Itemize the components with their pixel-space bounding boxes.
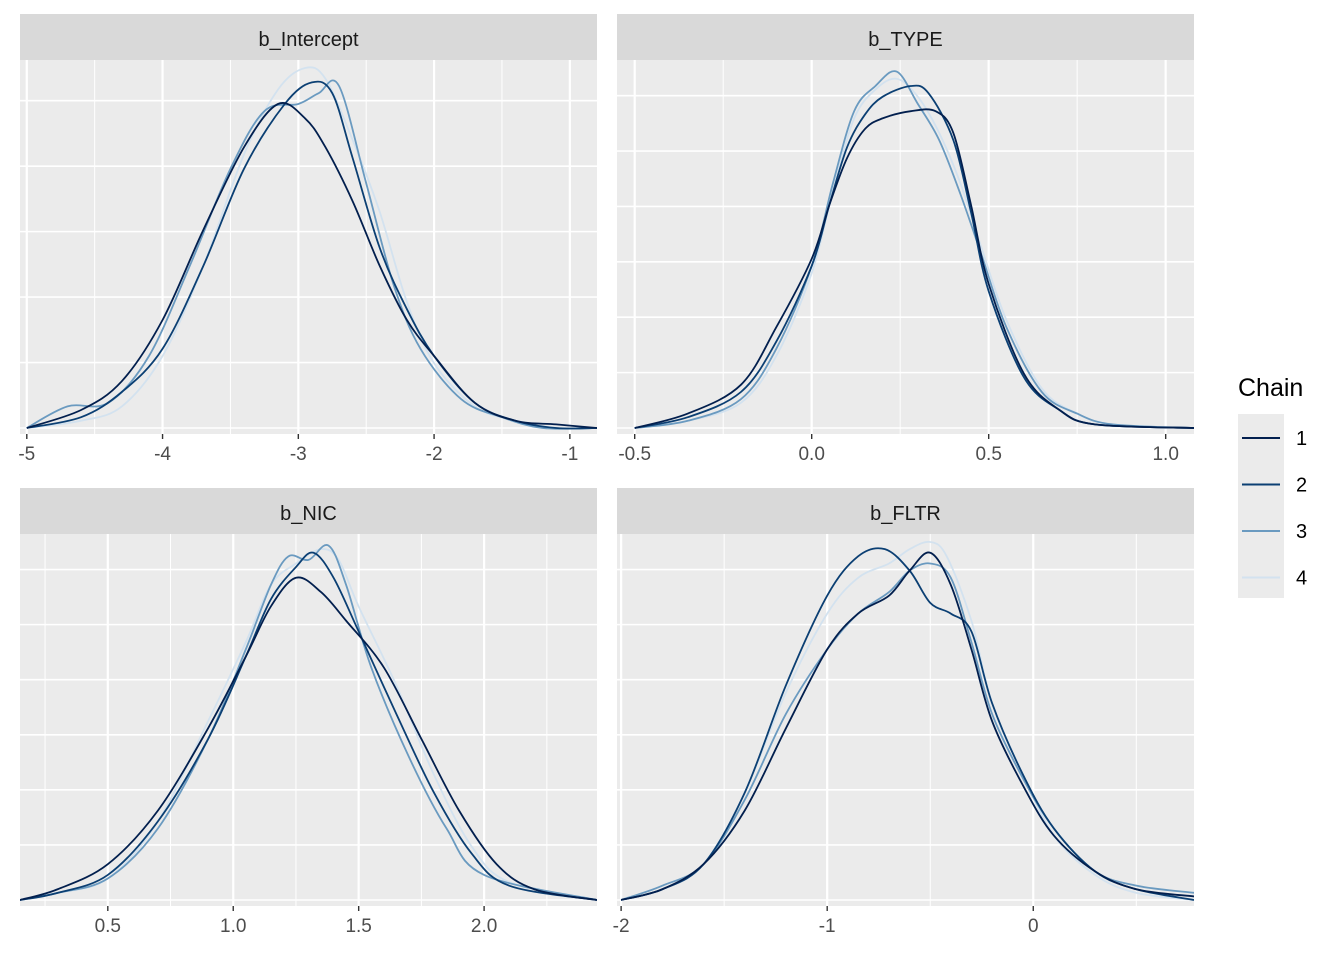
x-tick-label: 0.5: [975, 444, 1001, 465]
x-tick-label: 0.5: [95, 916, 121, 937]
facet-title: b_Intercept: [258, 29, 359, 51]
x-tick-label: -5: [18, 444, 35, 465]
x-tick-label: 1.5: [345, 916, 371, 937]
density-line-chain-1: [634, 108, 1194, 429]
plot-panel: [20, 60, 597, 434]
panel-b_TYPE: b_TYPE -0.5 0.0 0.5 1.0: [617, 14, 1194, 465]
x-tick-label: 2.0: [471, 916, 497, 937]
x-tick-label: 0: [1028, 916, 1039, 937]
legend-label-chain-4: 4: [1296, 568, 1307, 590]
plot-panel: [617, 534, 1194, 906]
density-line-chain-4: [26, 66, 597, 430]
x-tick-label: 1.0: [220, 916, 246, 937]
x-tick-label: -3: [290, 444, 307, 465]
facet-strip: [20, 14, 597, 60]
x-tick-label: -1: [819, 916, 836, 937]
facet-title: b_TYPE: [868, 29, 942, 51]
panel-b_NIC: b_NIC 0.5 1.0 1.5 2.0: [20, 488, 597, 937]
density-line-chain-2: [634, 84, 1194, 429]
density-line-chain-1: [26, 102, 597, 429]
x-tick-label: -4: [154, 444, 171, 465]
x-tick-label: -0.5: [618, 444, 651, 465]
x-tick-label: -2: [426, 444, 443, 465]
panels: b_Intercept -5 -4 -3 -2 -1 b_TYPE -0.5 0.0 0.5 1.0…: [18, 14, 1194, 937]
x-tick-label: -1: [561, 444, 578, 465]
x-tick-label: 1.0: [1152, 444, 1178, 465]
facet-title: b_NIC: [280, 503, 337, 525]
density-line-chain-3: [26, 79, 597, 430]
density-line-chain-2: [620, 547, 1194, 901]
legend: Chain 1 2 3 4: [1238, 374, 1307, 598]
facet-strip: [20, 488, 597, 534]
legend-label-chain-2: 2: [1296, 475, 1307, 497]
x-tick-label: -2: [613, 916, 630, 937]
plot-panel: [617, 60, 1194, 434]
legend-title: Chain: [1238, 374, 1303, 402]
x-tick-label: 0.0: [798, 444, 824, 465]
density-line-chain-2: [20, 551, 597, 901]
facet-title: b_FLTR: [870, 503, 941, 525]
panel-b_Intercept: b_Intercept -5 -4 -3 -2 -1: [18, 14, 597, 465]
density-line-chain-1: [20, 576, 597, 901]
facet-strip: [617, 488, 1194, 534]
facet-strip: [617, 14, 1194, 60]
density-line-chain-1: [620, 551, 1194, 901]
panel-b_FLTR: b_FLTR -2 -1 0: [613, 488, 1194, 937]
legend-label-chain-1: 1: [1296, 428, 1307, 450]
plot-panel: [20, 534, 597, 906]
density-line-chain-3: [634, 70, 1194, 429]
legend-label-chain-3: 3: [1296, 521, 1307, 543]
legend-key-background: [1238, 414, 1284, 598]
